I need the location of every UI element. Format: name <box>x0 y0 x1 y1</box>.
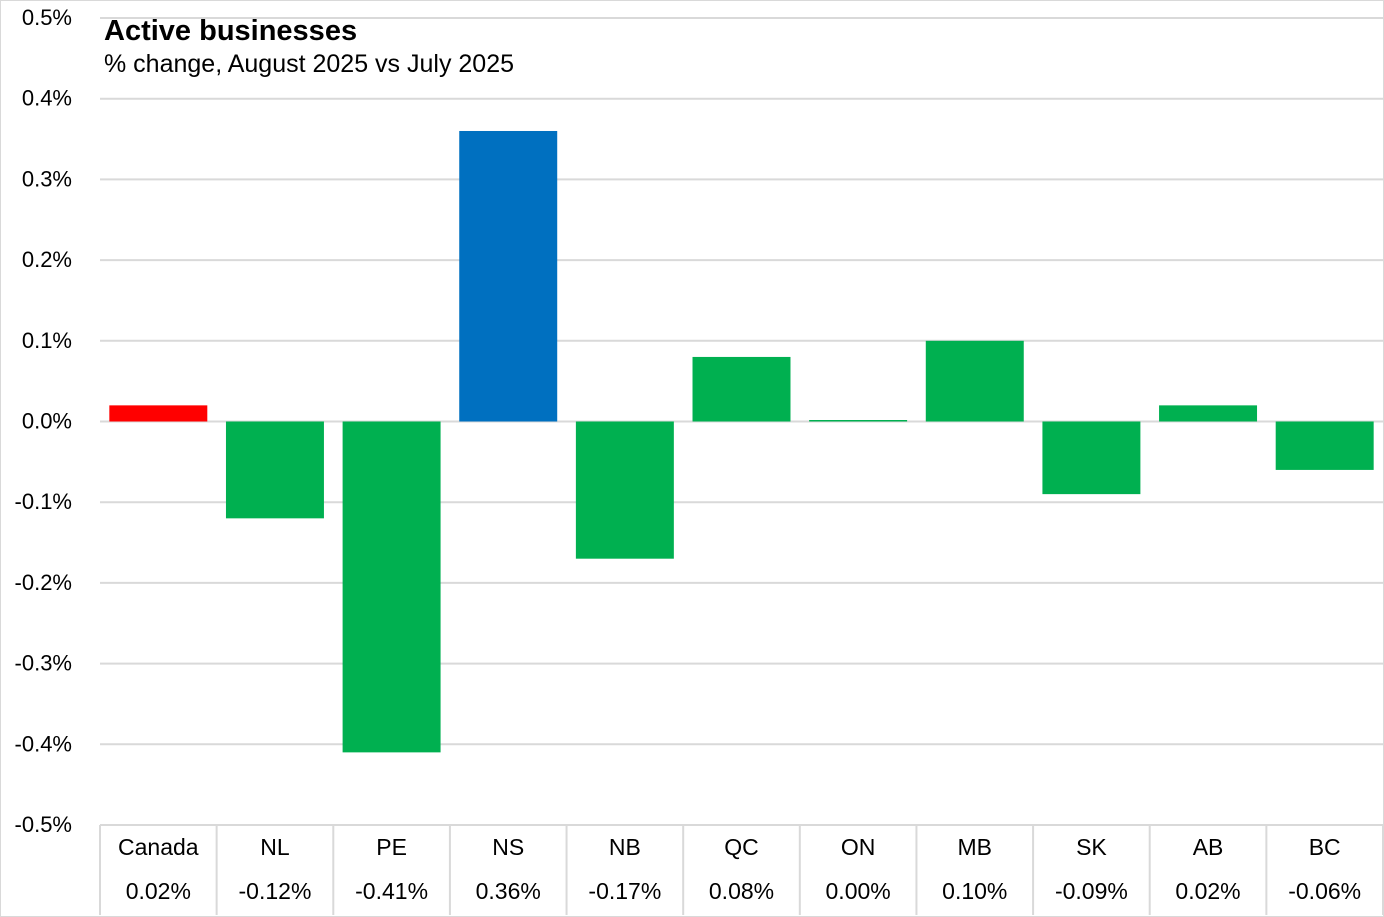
y-tick-label: 0.3% <box>22 166 72 191</box>
x-category-label: QC <box>724 834 759 860</box>
bar-on <box>809 420 908 422</box>
bar-nb <box>575 421 674 559</box>
bar-qc <box>692 356 791 422</box>
bar-bc <box>1275 421 1374 470</box>
bar-ns <box>459 130 558 422</box>
x-category-label: PE <box>376 834 407 860</box>
y-tick-label: -0.2% <box>15 570 72 595</box>
data-label: 0.10% <box>942 878 1007 904</box>
x-category-label: NB <box>609 834 641 860</box>
gridlines <box>100 17 1383 826</box>
x-category-label: SK <box>1076 834 1107 860</box>
data-label: -0.17% <box>588 878 661 904</box>
y-tick-label: -0.1% <box>15 489 72 514</box>
bar-mb <box>925 340 1024 422</box>
bar-sk <box>1042 421 1141 495</box>
y-axis-ticks: 0.5% 0.4% 0.3% 0.2% 0.1% 0.0% -0.1% -0.2% -0.3% -… <box>15 5 72 837</box>
data-label: 0.02% <box>1175 878 1240 904</box>
x-category-label: AB <box>1193 834 1224 860</box>
y-tick-label: 0.1% <box>22 328 72 353</box>
data-label: -0.09% <box>1055 878 1128 904</box>
x-category-label: MB <box>958 834 993 860</box>
data-label: 0.36% <box>476 878 541 904</box>
chart-title: Active businesses <box>104 15 357 47</box>
data-label: -0.12% <box>239 878 312 904</box>
y-tick-label: 0.0% <box>22 409 72 434</box>
bar-nl <box>225 421 324 519</box>
x-category-label: ON <box>841 834 876 860</box>
y-tick-label: -0.5% <box>15 812 72 837</box>
x-category-label: NS <box>492 834 524 860</box>
bar-ab <box>1159 405 1258 422</box>
data-label: 0.02% <box>126 878 191 904</box>
y-tick-label: 0.5% <box>22 5 72 30</box>
data-label: 0.08% <box>709 878 774 904</box>
data-table: Canada 0.02% NL -0.12% PE -0.41% NS 0.36% NB -0.1… <box>99 825 1384 915</box>
x-category-label: Canada <box>118 834 199 860</box>
chart-subtitle: % change, August 2025 vs July 2025 <box>104 50 514 78</box>
data-label: 0.00% <box>826 878 891 904</box>
bars <box>109 130 1374 753</box>
x-category-label: BC <box>1309 834 1341 860</box>
y-tick-label: -0.3% <box>15 651 72 676</box>
y-tick-label: 0.2% <box>22 247 72 272</box>
data-label: -0.06% <box>1288 878 1361 904</box>
y-tick-label: 0.4% <box>22 86 72 111</box>
x-category-label: NL <box>260 834 290 860</box>
bar-pe <box>342 421 441 753</box>
data-label: -0.41% <box>355 878 428 904</box>
y-tick-label: -0.4% <box>15 731 72 756</box>
bar-canada <box>109 405 208 422</box>
